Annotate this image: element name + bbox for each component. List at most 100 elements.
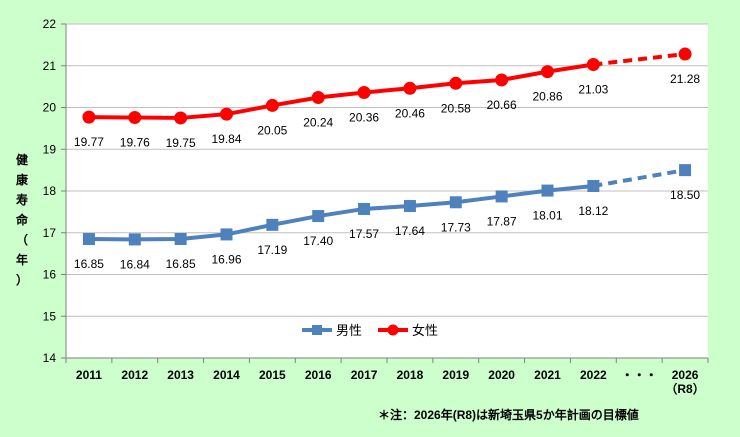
y-tick-label: 20 xyxy=(43,101,57,115)
series-projection-male xyxy=(593,168,686,188)
data-label: 20.36 xyxy=(349,110,379,124)
female-point xyxy=(541,65,554,79)
x-tick-label: 2020 xyxy=(488,368,515,382)
series-lines xyxy=(82,47,692,246)
y-tick-label: 16 xyxy=(43,268,57,282)
male-point xyxy=(541,184,554,197)
male-point xyxy=(449,196,462,209)
axes xyxy=(61,23,709,363)
series-projection-female xyxy=(593,52,686,67)
y-tick-label: 14 xyxy=(43,351,57,365)
x-tick-label: 2021 xyxy=(534,368,561,382)
data-label: 20.66 xyxy=(487,98,517,112)
male-point xyxy=(82,233,95,246)
series-line-male xyxy=(88,183,594,242)
male-point xyxy=(587,179,600,192)
male-point xyxy=(358,202,371,215)
female-point xyxy=(403,81,417,95)
female-point xyxy=(265,98,279,112)
y-tick-label: 21 xyxy=(43,59,57,73)
female-point xyxy=(82,110,96,124)
data-label: 19.76 xyxy=(120,136,150,150)
data-label: 17.40 xyxy=(303,234,333,248)
y-tick-label: 15 xyxy=(43,309,57,323)
female-point xyxy=(311,90,325,104)
data-label: 20.58 xyxy=(441,101,471,115)
female-point xyxy=(128,111,142,125)
data-label: 20.86 xyxy=(532,90,562,104)
data-label: 17.19 xyxy=(257,243,287,257)
legend: 男性 女性 xyxy=(302,323,438,338)
female-point xyxy=(220,107,233,121)
male-point xyxy=(128,233,141,246)
data-label: 16.85 xyxy=(166,257,196,271)
y-axis-label-char: 康 xyxy=(16,172,29,187)
x-tick-label: 2011 xyxy=(76,368,102,382)
female-point xyxy=(357,85,371,99)
x-tick-label: 2017 xyxy=(351,368,378,382)
x-tick-label: 2016 xyxy=(305,368,332,382)
data-label: 20.05 xyxy=(257,123,287,137)
y-axis-label-char: 年 xyxy=(16,252,28,267)
y-axis-label-char: （ xyxy=(16,232,28,247)
y-tick-label: 18 xyxy=(43,184,57,198)
data-label: 21.03 xyxy=(578,82,608,96)
y-tick-labels: 14 15 16 17 18 19 20 21 22 xyxy=(43,17,57,365)
y-tick-label: 19 xyxy=(43,142,57,156)
data-label: 18.50 xyxy=(670,188,700,202)
legend-marker-square xyxy=(312,325,322,335)
data-label: 21.28 xyxy=(670,72,700,86)
legend-marker-circle xyxy=(387,324,399,336)
legend-label: 男性 xyxy=(336,323,362,338)
x-tick-label: ・・・ xyxy=(621,368,657,382)
x-tick-labels: 2011 2012 2013 2014 2015 2016 2017 2018 2019 2020… xyxy=(76,368,705,396)
data-label: 19.75 xyxy=(166,136,196,150)
x-tick-label: 2019 xyxy=(442,368,469,382)
x-tick-label: 2013 xyxy=(167,368,194,382)
male-point xyxy=(403,200,416,213)
x-tick-label: 2018 xyxy=(397,368,424,382)
data-label: 18.01 xyxy=(532,209,562,223)
female-point xyxy=(586,57,600,71)
data-label: 17.87 xyxy=(487,214,517,228)
female-point xyxy=(449,76,463,90)
male-point xyxy=(266,218,279,231)
x-tick-sublabel: （R8） xyxy=(665,381,704,396)
data-label: 20.46 xyxy=(395,106,425,120)
x-tick-label: 2026 xyxy=(672,368,699,382)
data-label: 16.85 xyxy=(74,257,104,271)
male-point xyxy=(495,190,508,203)
y-tick-label: 17 xyxy=(43,226,57,240)
data-label: 17.64 xyxy=(395,224,425,238)
data-label: 19.77 xyxy=(74,135,104,149)
data-label: 17.57 xyxy=(349,227,379,241)
female-point xyxy=(174,111,188,125)
data-label: 17.73 xyxy=(441,220,471,234)
female-point xyxy=(678,47,692,61)
x-tick-label: 2022 xyxy=(580,368,607,382)
data-label: 19.84 xyxy=(211,132,241,146)
x-tick-label: 2012 xyxy=(121,368,148,382)
target-note: ＊注：2026年(R8)は新埼玉県5か年計画の目標値 xyxy=(378,407,639,422)
male-point xyxy=(679,164,692,177)
legend-label: 女性 xyxy=(412,323,438,338)
female-point xyxy=(495,73,509,87)
series-line-female xyxy=(88,62,594,120)
gridlines xyxy=(66,23,708,358)
data-label: 16.96 xyxy=(211,252,241,266)
y-tick-label: 22 xyxy=(43,17,57,31)
y-axis-label-char: ） xyxy=(16,272,28,287)
male-point xyxy=(174,233,187,246)
y-axis-label-char: 命 xyxy=(15,212,29,227)
male-point xyxy=(312,210,325,223)
x-tick-label: 2014 xyxy=(213,368,240,382)
male-point xyxy=(220,228,233,241)
data-label: 20.24 xyxy=(303,115,333,129)
y-axis-label-char: 健 xyxy=(16,152,29,167)
data-label: 18.12 xyxy=(578,204,608,218)
x-tick-label: 2015 xyxy=(259,368,286,382)
data-label: 16.84 xyxy=(120,257,150,271)
data-labels: 16.85 16.84 16.85 16.96 17.19 17.40 17.57 17.64… xyxy=(74,72,700,271)
